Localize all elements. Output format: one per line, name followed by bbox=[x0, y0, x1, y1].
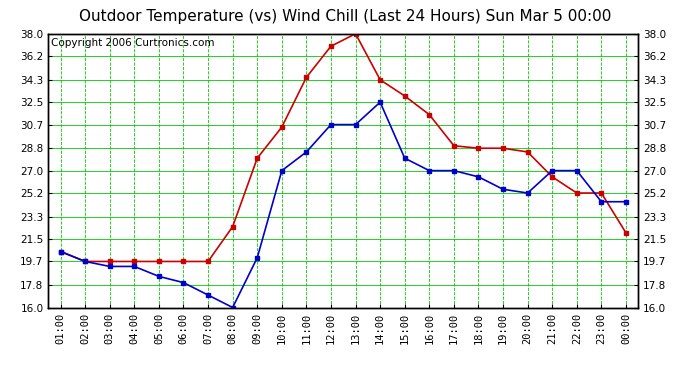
Text: Outdoor Temperature (vs) Wind Chill (Last 24 Hours) Sun Mar 5 00:00: Outdoor Temperature (vs) Wind Chill (Las… bbox=[79, 9, 611, 24]
Text: Copyright 2006 Curtronics.com: Copyright 2006 Curtronics.com bbox=[51, 38, 215, 48]
